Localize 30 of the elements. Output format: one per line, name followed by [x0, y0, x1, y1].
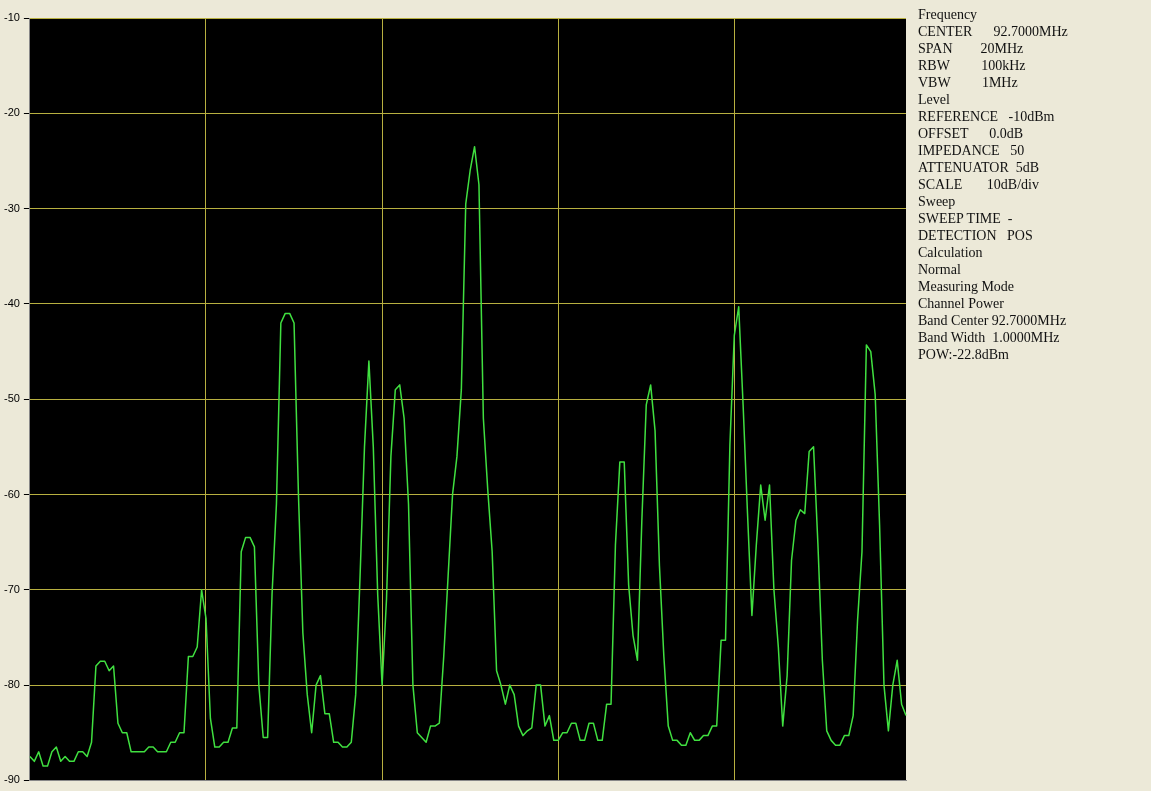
- text: IMPEDANCE 50: [918, 142, 1026, 159]
- text: SCALE 10dB/div: [918, 176, 1040, 193]
- y-tick-label: -60: [3, 487, 20, 500]
- text: Measuring Mode: [918, 278, 1016, 295]
- text: Frequency: [918, 6, 979, 23]
- text: SPAN 20MHz: [918, 40, 1025, 57]
- y-tick-label: -10: [3, 11, 20, 24]
- text: VBW 1MHz: [918, 74, 1019, 91]
- text: ATTENUATOR 5dB: [918, 159, 1041, 176]
- text: Calculation: [918, 244, 984, 261]
- y-tick-label: -50: [3, 392, 20, 405]
- text: SWEEP TIME -: [918, 210, 1014, 227]
- text: POW:-22.8dBm: [918, 346, 1010, 363]
- text: Sweep: [918, 193, 957, 210]
- y-tick-label: -70: [3, 582, 20, 595]
- y-tick-label: -30: [3, 201, 20, 214]
- y-tick-label: -20: [3, 106, 20, 119]
- text: RBW 100kHz: [918, 57, 1027, 74]
- text: Normal: [918, 261, 962, 278]
- text: CENTER 92.7000MHz: [918, 23, 1069, 40]
- text: REFERENCE -10dBm: [918, 108, 1056, 125]
- text: DETECTION POS: [918, 227, 1034, 244]
- text: Level: [918, 91, 951, 108]
- y-tick-label: -40: [3, 296, 20, 309]
- text: Channel Power: [918, 295, 1005, 312]
- y-tick-label: -90: [3, 773, 20, 786]
- text: OFFSET 0.0dB: [918, 125, 1025, 142]
- y-tick-label: -80: [3, 678, 20, 691]
- text: Band Width 1.0000MHz: [918, 329, 1061, 346]
- text: Band Center 92.7000MHz: [918, 312, 1068, 329]
